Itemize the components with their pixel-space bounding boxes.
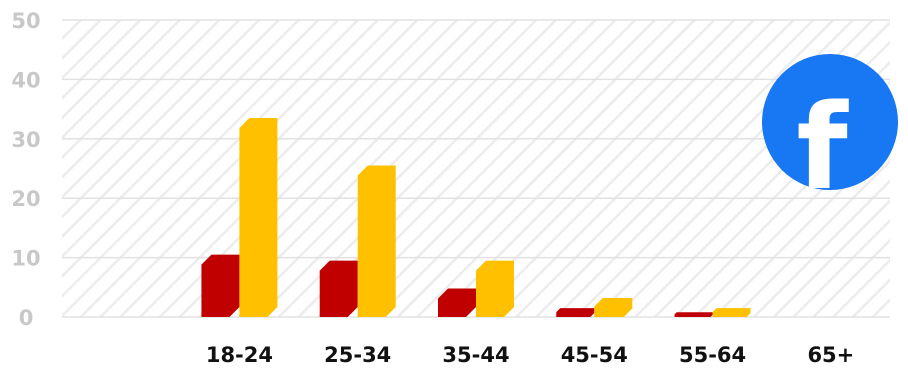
bars — [201, 118, 751, 317]
bar-series2-25-34 — [357, 165, 396, 317]
svg-text:f: f — [796, 78, 849, 216]
bar-series1-55-64 — [674, 312, 713, 317]
plot-area-background — [62, 20, 890, 317]
x-tick-label: 18-24 — [206, 343, 273, 366]
y-tick-label: 20 — [11, 187, 40, 211]
x-tick-label: 35-44 — [442, 343, 509, 366]
bar-series1-25-34 — [319, 260, 358, 317]
bar-series2-18-24 — [239, 118, 278, 317]
bar-series2-45-54 — [594, 297, 633, 317]
bar-series2-55-64 — [712, 308, 751, 317]
bar-series1-45-54 — [556, 308, 595, 317]
x-tick-label: 25-34 — [324, 343, 391, 366]
facebook-logo-icon: f — [762, 54, 898, 216]
x-tick-label: 45-54 — [561, 343, 628, 366]
grid-lines — [62, 19, 890, 318]
x-tick-label: 65+ — [807, 343, 854, 366]
x-tick-label: 55-64 — [679, 343, 746, 366]
y-axis-tick-labels: 0 10 20 30 40 50 — [11, 9, 40, 330]
bar-series1-35-44 — [438, 288, 476, 317]
bar-series1-18-24 — [201, 254, 240, 317]
bar-series2-35-44 — [476, 260, 514, 317]
y-tick-label: 30 — [11, 128, 40, 152]
y-tick-label: 10 — [11, 247, 40, 271]
x-axis-tick-labels: 18-24 25-34 35-44 45-54 55-64 65+ — [206, 343, 854, 367]
y-tick-label: 50 — [11, 9, 40, 33]
y-tick-label: 0 — [19, 306, 34, 330]
y-tick-label: 40 — [11, 68, 40, 92]
